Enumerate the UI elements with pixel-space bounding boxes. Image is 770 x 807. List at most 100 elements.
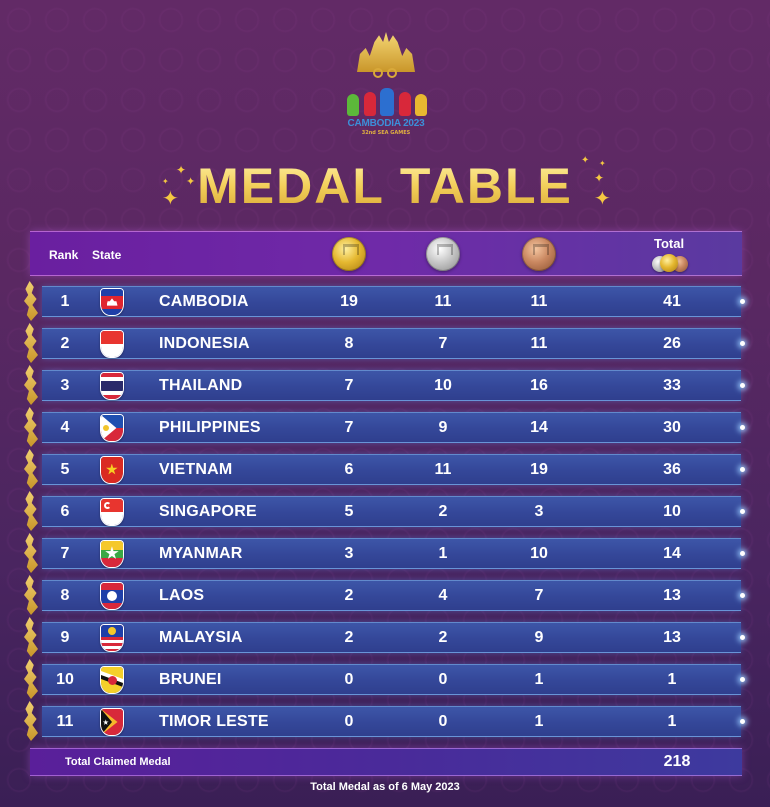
rank-cell: 7: [60, 545, 70, 562]
bronze-count: 19: [530, 461, 548, 478]
ornament-icon: [24, 323, 38, 363]
sparkle-icon: ✦: [162, 188, 179, 208]
bronze-count: 11: [530, 335, 548, 352]
gold-count: 7: [344, 419, 354, 436]
rank-cell: 3: [60, 377, 70, 394]
total-count: 33: [663, 377, 681, 394]
rank-cell: 8: [60, 587, 70, 604]
gold-medal-icon: [332, 237, 366, 271]
silver-medal-icon: [426, 237, 460, 271]
state-name: PHILIPPINES: [159, 419, 261, 436]
emblems: [373, 68, 397, 78]
state-name: BRUNEI: [159, 671, 222, 688]
logo-caption: CAMBODIA 2023: [347, 118, 425, 129]
rank-cell: 1: [60, 293, 70, 310]
rank-cell: 2: [60, 335, 70, 352]
silver-count: 2: [438, 503, 448, 520]
ornament-icon: [24, 617, 38, 657]
silver-count: 0: [438, 713, 448, 730]
bronze-count: 9: [534, 629, 544, 646]
table-row-philippines: 4 PHILIPPINES 7 9 14 30: [24, 407, 745, 447]
cambodia-2023-logo: CAMBODIA 2023 32nd SEA GAMES: [345, 32, 427, 142]
gold-count: 3: [344, 545, 354, 562]
table-row-timor-leste: 11 TIMOR LESTE 0 0 1 1: [24, 701, 745, 741]
silver-count: 1: [438, 545, 448, 562]
bronze-count: 7: [534, 587, 544, 604]
sparkle-icon: ✦: [594, 172, 604, 184]
total-claimed-label: Total Claimed Medal: [65, 756, 171, 768]
silver-count: 11: [434, 461, 452, 478]
total-count: 36: [663, 461, 681, 478]
thailand-flag-icon: [100, 372, 124, 400]
table-row-brunei: 10 BRUNEI 0 0 1 1: [24, 659, 745, 699]
table-header: Rank State Total: [30, 231, 742, 276]
sparkle-icon: ✦: [599, 160, 606, 168]
brunei-flag-icon: [100, 666, 124, 694]
ornament-icon: [24, 701, 38, 741]
silver-count: 4: [438, 587, 448, 604]
sparkle-icon: ✦: [176, 164, 186, 176]
rank-cell: 11: [56, 713, 74, 730]
state-name: CAMBODIA: [159, 293, 249, 310]
state-name: TIMOR LESTE: [159, 713, 269, 730]
gold-count: 8: [344, 335, 354, 352]
table-row-indonesia: 2 INDONESIA 8 7 11 26: [24, 323, 745, 363]
rank-cell: 5: [60, 461, 70, 478]
gold-count: 2: [344, 587, 354, 604]
gold-count: 0: [344, 713, 354, 730]
gold-count: 19: [340, 293, 358, 310]
rank-cell: 6: [60, 503, 70, 520]
state-name: INDONESIA: [159, 335, 250, 352]
table-row-singapore: 6 SINGAPORE 5 2 3 10: [24, 491, 745, 531]
ornament-icon: [24, 575, 38, 615]
laos-flag-icon: [100, 582, 124, 610]
silver-count: 2: [438, 629, 448, 646]
bronze-count: 3: [534, 503, 544, 520]
bronze-count: 1: [534, 713, 544, 730]
gold-count: 6: [344, 461, 354, 478]
state-name: SINGAPORE: [159, 503, 257, 520]
silver-count: 10: [434, 377, 452, 394]
total-count: 13: [663, 587, 681, 604]
header-state: State: [92, 248, 122, 262]
table-row-vietnam: 5 VIETNAM 6 11 19 36: [24, 449, 745, 489]
silver-count: 9: [438, 419, 448, 436]
gold-medal-icon: [660, 254, 678, 272]
gold-count: 2: [344, 629, 354, 646]
table-row-laos: 8 LAOS 2 4 7 13: [24, 575, 745, 615]
ornament-icon: [24, 659, 38, 699]
bronze-count: 1: [534, 671, 544, 688]
bronze-count: 14: [530, 419, 548, 436]
cambodia-flag-icon: [100, 288, 124, 316]
sparkle-icon: ✦: [581, 156, 589, 166]
ornament-icon: [24, 365, 38, 405]
table-row-thailand: 3 THAILAND 7 10 16 33: [24, 365, 745, 405]
ornament-icon: [24, 491, 38, 531]
philippines-flag-icon: [100, 414, 124, 442]
total-count: 30: [663, 419, 681, 436]
singapore-flag-icon: [100, 498, 124, 526]
state-name: VIETNAM: [159, 461, 233, 478]
silver-count: 11: [434, 293, 452, 310]
myanmar-flag-icon: [100, 540, 124, 568]
header-total: Total: [654, 236, 685, 251]
rank-cell: 10: [56, 671, 74, 688]
state-name: LAOS: [159, 587, 205, 604]
table-row-myanmar: 7 MYANMAR 3 1 10 14: [24, 533, 745, 573]
ornament-icon: [24, 407, 38, 447]
footer-note: Total Medal as of 6 May 2023: [310, 781, 460, 793]
ornament-icon: [24, 449, 38, 489]
sparkle-icon: ✦: [162, 178, 169, 186]
vietnam-flag-icon: [100, 456, 124, 484]
bronze-count: 16: [530, 377, 548, 394]
total-count: 13: [663, 629, 681, 646]
total-claimed-value: 218: [663, 753, 691, 770]
rank-cell: 9: [60, 629, 70, 646]
dancers-icon: [347, 88, 427, 116]
bronze-count: 10: [530, 545, 548, 562]
bronze-count: 11: [530, 293, 548, 310]
malaysia-flag-icon: [100, 624, 124, 652]
total-count: 1: [667, 671, 677, 688]
sparkle-icon: ✦: [186, 176, 195, 187]
gold-count: 7: [344, 377, 354, 394]
